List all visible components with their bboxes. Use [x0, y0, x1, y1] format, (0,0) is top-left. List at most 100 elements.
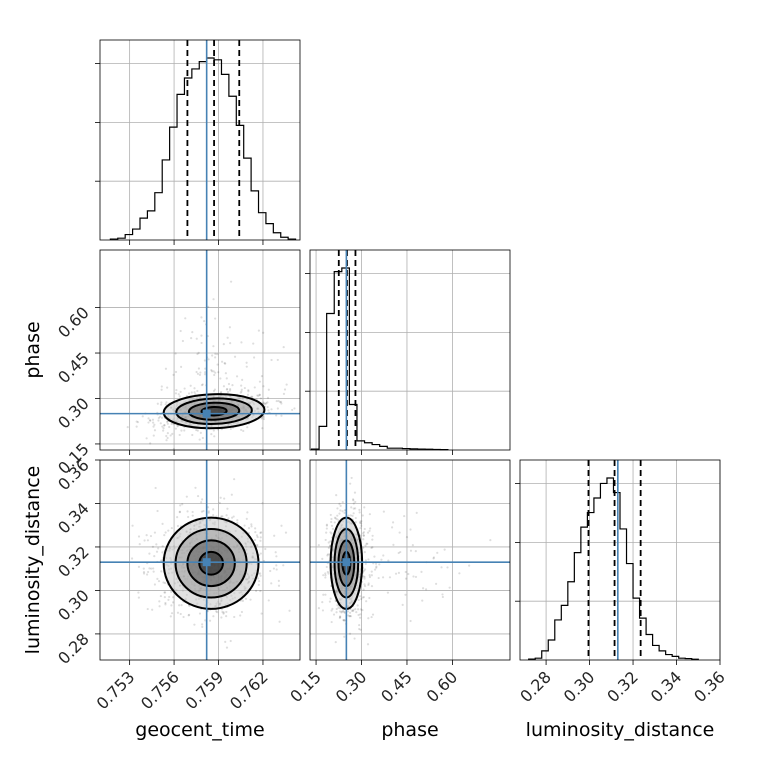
- joint-contents: [92, 250, 300, 450]
- sample-point: [280, 524, 283, 527]
- sample-point: [354, 500, 357, 504]
- sample-point: [226, 336, 229, 339]
- sample-point: [255, 534, 259, 537]
- sample-point: [223, 497, 226, 500]
- sample-point: [229, 387, 232, 391]
- sample-point: [216, 353, 219, 356]
- sample-point: [282, 392, 286, 395]
- x-tick-label-phase: 0.60: [423, 667, 462, 706]
- sample-point: [362, 596, 365, 599]
- sample-point: [356, 608, 360, 611]
- sample-point: [161, 551, 164, 554]
- sample-point: [193, 391, 196, 394]
- joint-phase-luminosity-distance: [309, 459, 511, 665]
- sample-point: [351, 514, 354, 517]
- sample-point: [164, 603, 167, 606]
- sample-point: [240, 384, 243, 387]
- sample-point: [155, 543, 158, 546]
- sample-point: [354, 507, 357, 510]
- sample-point: [151, 418, 155, 421]
- panel-frame: [99, 249, 301, 451]
- sample-point: [362, 575, 365, 578]
- sample-point: [254, 527, 257, 530]
- sample-point: [200, 334, 203, 337]
- xlabel-geocent-time: geocent_time: [135, 719, 264, 741]
- sample-point: [391, 521, 395, 524]
- sample-point: [193, 623, 196, 626]
- sample-point: [266, 396, 270, 399]
- sample-point: [164, 581, 167, 585]
- sample-point: [260, 531, 263, 534]
- sample-point: [371, 534, 374, 537]
- sample-point: [92, 412, 94, 414]
- sample-point: [160, 385, 163, 388]
- sample-point: [349, 514, 352, 517]
- sample-point: [276, 407, 279, 410]
- sample-point: [415, 511, 418, 514]
- sample-point: [336, 507, 339, 510]
- sample-point: [176, 425, 179, 428]
- sample-point: [152, 425, 155, 428]
- sample-point: [222, 385, 226, 388]
- histogram-step-geocent-time: [109, 57, 297, 240]
- sample-point: [358, 511, 361, 514]
- sample-point: [362, 588, 365, 591]
- sample-point: [178, 511, 181, 514]
- sample-point: [368, 513, 371, 516]
- sample-point: [358, 508, 361, 511]
- sample-point: [157, 580, 161, 583]
- sample-point: [130, 557, 134, 560]
- sample-point: [220, 515, 223, 518]
- sample-point: [414, 575, 418, 579]
- sample-point: [432, 556, 436, 559]
- sample-point: [317, 543, 320, 547]
- sample-point: [159, 559, 163, 562]
- sample-point: [229, 342, 232, 345]
- sample-point: [359, 613, 362, 616]
- sample-point: [325, 565, 328, 569]
- sample-point: [421, 599, 424, 602]
- sample-point: [219, 496, 222, 499]
- sample-point: [137, 535, 141, 538]
- sample-point: [367, 558, 370, 561]
- sample-point: [390, 526, 394, 529]
- sample-point: [339, 504, 342, 508]
- sample-point: [158, 600, 161, 603]
- sample-point: [204, 371, 207, 374]
- sample-point: [142, 571, 146, 574]
- sample-point: [169, 434, 172, 437]
- sample-point: [247, 389, 250, 392]
- sample-point: [203, 319, 206, 323]
- sample-point: [277, 399, 280, 403]
- sample-point: [359, 520, 362, 523]
- histogram-luminosity-distance: [515, 459, 721, 665]
- sample-point: [275, 414, 278, 417]
- sample-point: [404, 577, 408, 580]
- sample-point: [333, 516, 337, 519]
- sample-point: [325, 527, 328, 530]
- joint-geocent-time-luminosity-distance: [95, 459, 301, 665]
- sample-point: [214, 317, 217, 320]
- sample-point: [232, 515, 235, 518]
- sample-point: [285, 383, 288, 386]
- sample-point: [212, 345, 215, 348]
- sample-point: [368, 575, 372, 579]
- x-tick-label-phase: 0.15: [286, 667, 325, 706]
- sample-point: [352, 502, 355, 505]
- sample-point: [149, 419, 152, 422]
- sample-point: [364, 568, 367, 571]
- x-tick-label-phase: 0.30: [332, 667, 371, 706]
- sample-point: [258, 380, 262, 383]
- sample-point: [358, 627, 361, 631]
- sample-point: [200, 384, 204, 387]
- sample-point: [179, 365, 183, 368]
- sample-point: [204, 367, 207, 370]
- sample-point: [171, 596, 175, 599]
- sample-point: [321, 601, 324, 604]
- sample-point: [152, 434, 155, 437]
- sample-point: [259, 589, 262, 593]
- sample-point: [347, 614, 350, 617]
- sample-point: [407, 572, 410, 576]
- sample-point: [156, 577, 159, 580]
- sample-point: [338, 610, 342, 613]
